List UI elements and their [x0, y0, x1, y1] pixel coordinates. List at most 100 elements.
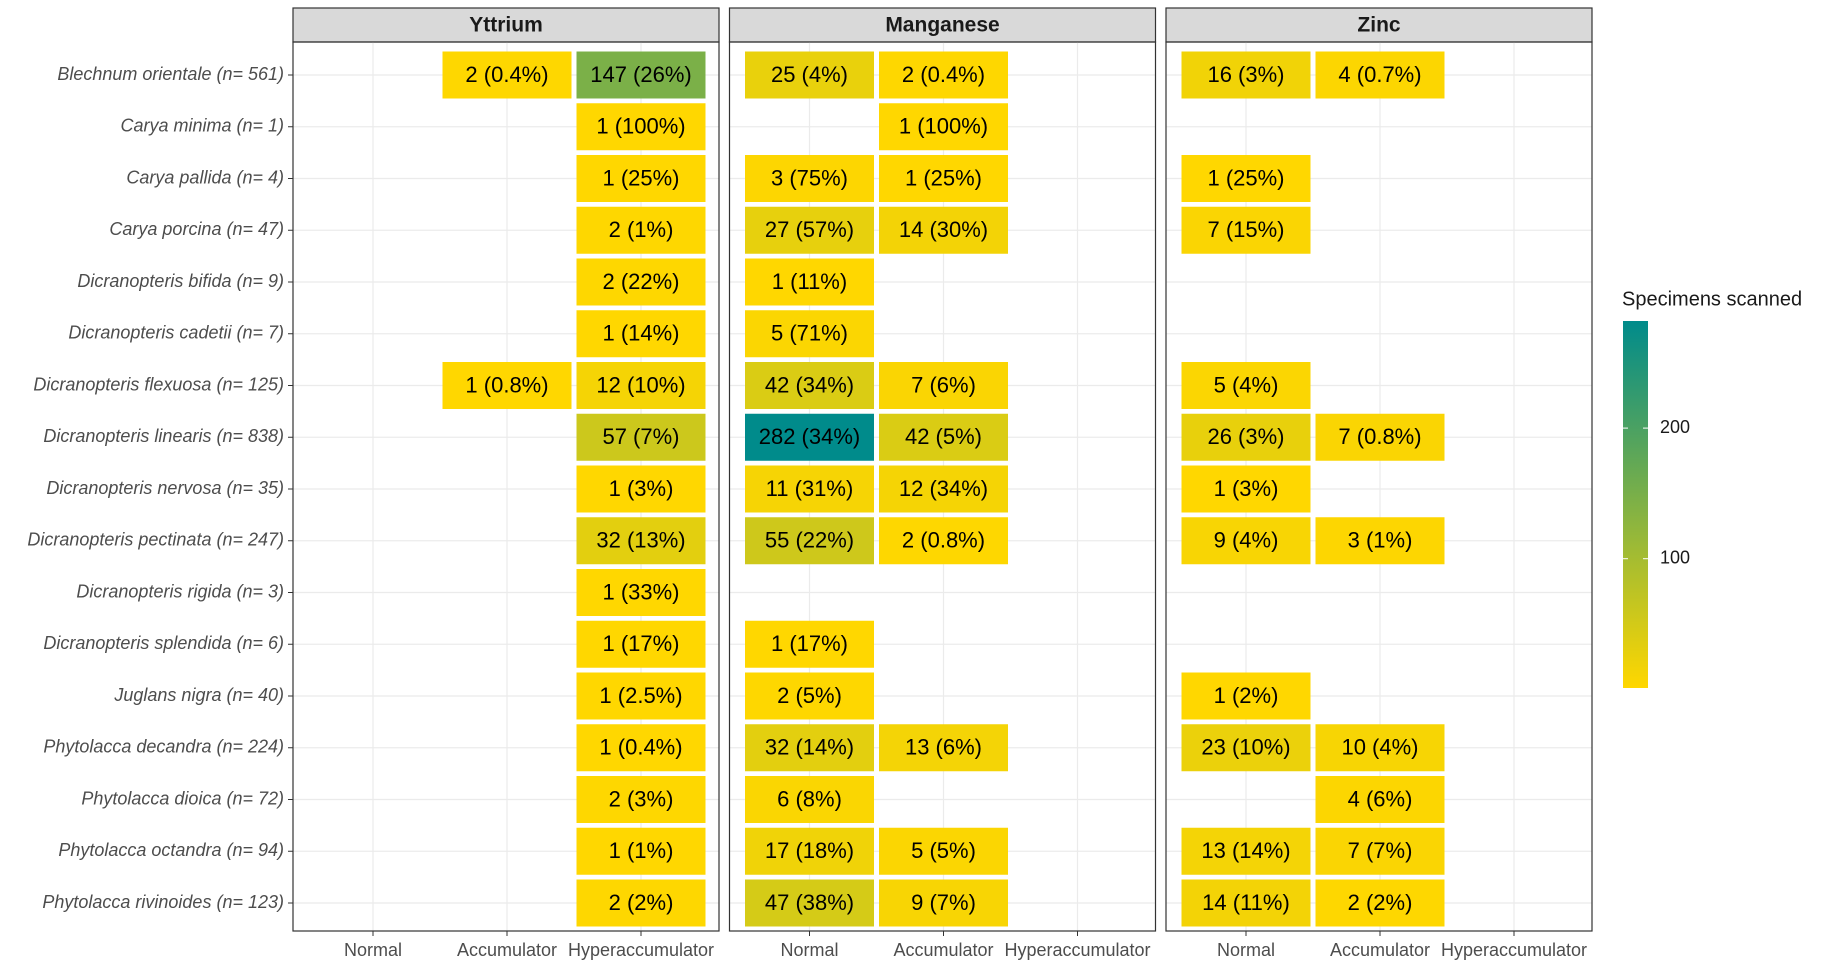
cell-label: 13 (6%) [905, 735, 982, 760]
legend-title: Specimens scanned [1622, 288, 1802, 310]
cell-label: 1 (25%) [1207, 165, 1284, 190]
cell-label: 1 (14%) [602, 321, 679, 346]
heat-cell [576, 413, 706, 461]
cell-label: 32 (13%) [596, 528, 685, 553]
cell-label: 1 (0.8%) [465, 372, 548, 397]
cell-label: 1 (33%) [602, 579, 679, 604]
y-tick-label: Phytolacca dioica (n= 72) [81, 788, 284, 808]
heat-cell [576, 155, 706, 202]
heat-cell [576, 206, 706, 254]
cell-label: 7 (7%) [1348, 838, 1413, 863]
cell-label: 3 (1%) [1348, 528, 1413, 553]
y-tick-label: Dicranopteris nervosa (n= 35) [46, 478, 284, 498]
cell-label: 1 (2%) [1214, 683, 1279, 708]
heat-cell [1181, 206, 1311, 254]
heat-cell [879, 879, 1008, 927]
panel-border [292, 41, 720, 932]
heat-cell [745, 620, 874, 668]
cell-label: 27 (57%) [765, 217, 854, 242]
x-tick-label: Normal [780, 940, 838, 960]
heat-cell [879, 362, 1008, 409]
cell-label: 12 (10%) [596, 372, 685, 397]
heat-cell [879, 155, 1008, 202]
y-tick-label: Phytolacca rivinoides (n= 123) [42, 892, 284, 912]
heat-cell [1315, 776, 1445, 823]
heat-cell [576, 827, 706, 875]
y-tick-label: Dicranopteris flexuosa (n= 125) [33, 374, 284, 394]
heat-cell [1315, 827, 1445, 875]
heat-cell [879, 827, 1008, 875]
facet-title: Yttrium [469, 14, 543, 37]
cell-label: 12 (34%) [899, 476, 988, 501]
heat-cell [442, 362, 572, 409]
cell-label: 5 (71%) [771, 321, 848, 346]
cell-label: 6 (8%) [777, 786, 842, 811]
heat-cell [576, 620, 706, 668]
heat-cell [1315, 517, 1445, 565]
cell-label: 25 (4%) [771, 62, 848, 87]
cell-label: 55 (22%) [765, 528, 854, 553]
heat-cell [745, 465, 874, 513]
cell-label: 10 (4%) [1341, 735, 1418, 760]
heat-cell [1315, 51, 1445, 99]
y-tick-label: Juglans nigra (n= 40) [113, 685, 284, 705]
heat-cell [1181, 51, 1311, 99]
heat-cell [879, 103, 1008, 151]
y-tick-label: Dicranopteris cadetii (n= 7) [68, 323, 284, 343]
y-tick-label: Dicranopteris linearis (n= 838) [43, 426, 284, 446]
heat-cell [745, 362, 874, 409]
heat-cell [1181, 724, 1311, 772]
x-tick-label: Normal [1217, 940, 1275, 960]
cell-label: 5 (4%) [1214, 372, 1279, 397]
cell-label: 7 (6%) [911, 372, 976, 397]
cell-label: 2 (0.8%) [902, 528, 985, 553]
y-tick-label: Phytolacca octandra (n= 94) [58, 840, 284, 860]
cell-label: 42 (34%) [765, 372, 854, 397]
cell-label: 1 (0.4%) [599, 735, 682, 760]
heat-cell [745, 724, 874, 772]
heat-cell [879, 206, 1008, 254]
heat-cell [576, 51, 706, 99]
y-tick-label: Dicranopteris rigida (n= 3) [76, 581, 284, 601]
cell-label: 14 (30%) [899, 217, 988, 242]
heat-cell [1181, 879, 1311, 927]
cell-label: 13 (14%) [1201, 838, 1290, 863]
cell-label: 2 (2%) [609, 890, 674, 915]
y-tick-label: Phytolacca decandra (n= 224) [43, 737, 284, 757]
cell-label: 4 (0.7%) [1338, 62, 1421, 87]
heat-cell [1315, 879, 1445, 927]
strip [292, 7, 720, 43]
cell-label: 2 (2%) [1348, 890, 1413, 915]
cell-label: 1 (3%) [1214, 476, 1279, 501]
colorbar [1623, 321, 1648, 688]
colorbar-label: 200 [1660, 417, 1690, 437]
cell-label: 9 (4%) [1214, 528, 1279, 553]
heat-cell [576, 672, 706, 720]
heat-cell [1181, 465, 1311, 513]
heat-cell [879, 51, 1008, 99]
cell-label: 2 (22%) [602, 269, 679, 294]
cell-label: 14 (11%) [1202, 890, 1290, 915]
panel-border [1165, 41, 1593, 932]
heat-cell [879, 413, 1008, 461]
facet-title: Manganese [885, 14, 999, 37]
cell-label: 1 (25%) [602, 165, 679, 190]
cell-label: 32 (14%) [765, 735, 854, 760]
cell-label: 57 (7%) [602, 424, 679, 449]
cell-label: 17 (18%) [765, 838, 854, 863]
heat-cell [745, 517, 874, 565]
heat-cell [576, 103, 706, 151]
cell-label: 1 (17%) [602, 631, 679, 656]
cell-label: 23 (10%) [1201, 735, 1290, 760]
strip [1165, 7, 1593, 43]
heat-cell [576, 879, 706, 927]
heat-cell [1181, 827, 1311, 875]
cell-label: 7 (15%) [1207, 217, 1284, 242]
cell-label: 5 (5%) [911, 838, 976, 863]
x-tick-label: Hyperaccumulator [1004, 940, 1150, 960]
heat-cell [1181, 517, 1311, 565]
heat-cell [576, 776, 706, 823]
x-tick-label: Hyperaccumulator [568, 940, 714, 960]
strip [728, 7, 1157, 43]
heat-cell [745, 310, 874, 358]
